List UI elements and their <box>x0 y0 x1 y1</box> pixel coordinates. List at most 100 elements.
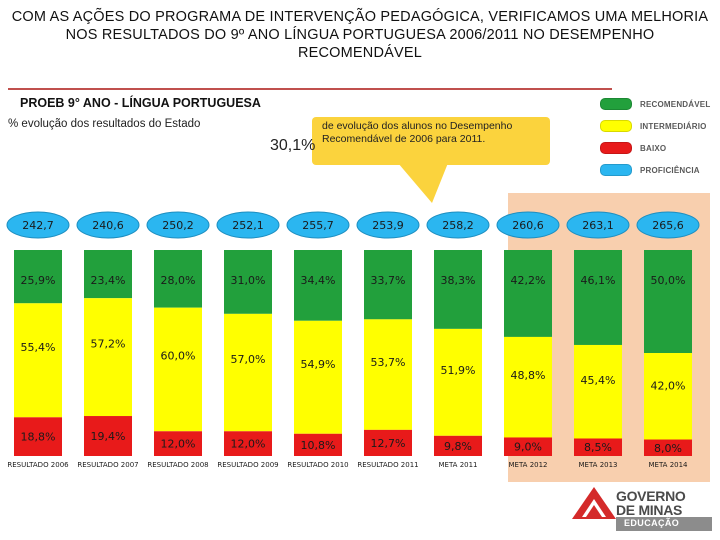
category-label: RESULTADO 2010 <box>287 461 348 469</box>
legend-label: RECOMENDÁVEL <box>640 99 711 109</box>
label-recomendavel: 34,4% <box>301 274 336 287</box>
bar-intermediario <box>574 344 622 439</box>
proficiency-value: 260,6 <box>512 219 544 232</box>
proficiency-value: 253,9 <box>372 219 404 232</box>
bar-intermediario <box>84 298 132 417</box>
bar-intermediario <box>294 320 342 434</box>
category-label: RESULTADO 2009 <box>217 461 278 469</box>
bar-recomendavel <box>84 250 132 299</box>
logo-name-line1: GOVERNO <box>616 488 686 504</box>
bar-baixo <box>574 438 622 456</box>
label-baixo: 18,8% <box>21 431 56 444</box>
bar-recomendavel <box>434 250 482 329</box>
bar-baixo <box>294 433 342 456</box>
label-recomendavel: 23,4% <box>91 274 126 287</box>
bar-intermediario <box>504 336 552 438</box>
category-label: RESULTADO 2007 <box>77 461 138 469</box>
category-label: META 2011 <box>438 461 477 469</box>
title-divider <box>8 88 612 90</box>
label-intermediario: 54,9% <box>301 358 336 371</box>
bar-intermediario <box>14 303 62 418</box>
chart-subtitle: % evolução dos resultados do Estado <box>8 118 201 130</box>
governo-de-minas-logo: GOVERNO DE MINAS EDUCAÇÃO <box>570 485 714 535</box>
proficiency-oval <box>146 211 210 239</box>
logo-bar <box>616 517 712 531</box>
proficiency-value: 255,7 <box>302 219 334 232</box>
bar-intermediario <box>364 319 412 430</box>
bar-baixo <box>84 416 132 456</box>
logo-name: GOVERNO DE MINAS <box>616 488 686 518</box>
proficiency-oval <box>216 211 280 239</box>
proficiency-oval <box>496 211 560 239</box>
bar-recomendavel <box>364 250 412 320</box>
logo-name-line2: DE MINAS <box>616 502 683 518</box>
bar-intermediario <box>154 307 202 432</box>
proficiency-oval <box>426 211 490 239</box>
label-baixo: 8,0% <box>654 442 682 455</box>
bar-recomendavel <box>504 250 552 337</box>
legend-item-recomendavel: RECOMENDÁVEL <box>600 93 712 115</box>
proficiency-value: 263,1 <box>582 219 614 232</box>
legend-item-proficiencia: PROFICIÊNCIA <box>600 159 712 181</box>
label-baixo: 10,8% <box>301 439 336 452</box>
bar-recomendavel <box>294 250 342 321</box>
bar-recomendavel <box>224 250 272 314</box>
bar-recomendavel <box>644 250 692 353</box>
bar-baixo <box>224 431 272 456</box>
proficiency-oval <box>76 211 140 239</box>
legend-swatch <box>600 98 632 110</box>
bar-baixo <box>644 439 692 456</box>
legend-label: BAIXO <box>640 143 667 153</box>
bar-intermediario <box>644 353 692 440</box>
category-label: META 2013 <box>578 461 617 469</box>
bar-recomendavel <box>14 250 62 304</box>
label-intermediario: 57,0% <box>231 353 266 366</box>
callout-percent: 30,1% <box>270 137 316 154</box>
bar-recomendavel <box>574 250 622 345</box>
category-label: RESULTADO 2008 <box>147 461 208 469</box>
label-recomendavel: 25,9% <box>21 274 56 287</box>
bar-baixo <box>154 431 202 456</box>
label-recomendavel: 38,3% <box>441 274 476 287</box>
label-recomendavel: 28,0% <box>161 274 196 287</box>
proficiency-value: 265,6 <box>652 219 684 232</box>
proficiency-value: 258,2 <box>442 219 474 232</box>
legend-item-intermediario: INTERMEDIÁRIO <box>600 115 712 137</box>
proficiency-value: 252,1 <box>232 219 264 232</box>
callout-text: de evolução dos alunos no Desempenho Rec… <box>322 120 513 145</box>
label-intermediario: 53,7% <box>371 356 406 369</box>
category-label: META 2012 <box>508 461 547 469</box>
bar-baixo <box>504 437 552 456</box>
category-label: META 2014 <box>648 461 688 469</box>
bar-baixo <box>364 429 412 456</box>
label-intermediario: 55,4% <box>21 341 56 354</box>
label-intermediario: 48,8% <box>511 369 546 382</box>
label-baixo: 9,8% <box>444 440 472 453</box>
label-recomendavel: 46,1% <box>581 274 616 287</box>
label-baixo: 19,4% <box>91 430 126 443</box>
bar-recomendavel <box>154 250 202 308</box>
label-intermediario: 60,0% <box>161 350 196 363</box>
label-intermediario: 42,0% <box>651 379 686 392</box>
legend-label: PROFICIÊNCIA <box>640 165 700 175</box>
label-recomendavel: 50,0% <box>651 274 686 287</box>
proficiency-value: 240,6 <box>92 219 124 232</box>
proficiency-oval <box>356 211 420 239</box>
logo-triangle-icon <box>572 487 616 519</box>
logo-sub: EDUCAÇÃO <box>624 518 680 528</box>
legend-swatch <box>600 142 632 154</box>
label-baixo: 12,0% <box>231 438 266 451</box>
label-intermediario: 57,2% <box>91 338 126 351</box>
legend-swatch <box>600 120 632 132</box>
category-label: RESULTADO 2006 <box>7 461 69 469</box>
label-baixo: 12,0% <box>161 438 196 451</box>
bar-baixo <box>434 435 482 456</box>
label-baixo: 9,0% <box>514 441 542 454</box>
legend-swatch <box>600 164 632 176</box>
bar-intermediario <box>224 313 272 432</box>
proficiency-oval <box>286 211 350 239</box>
bar-intermediario <box>434 328 482 436</box>
label-intermediario: 51,9% <box>441 364 476 377</box>
